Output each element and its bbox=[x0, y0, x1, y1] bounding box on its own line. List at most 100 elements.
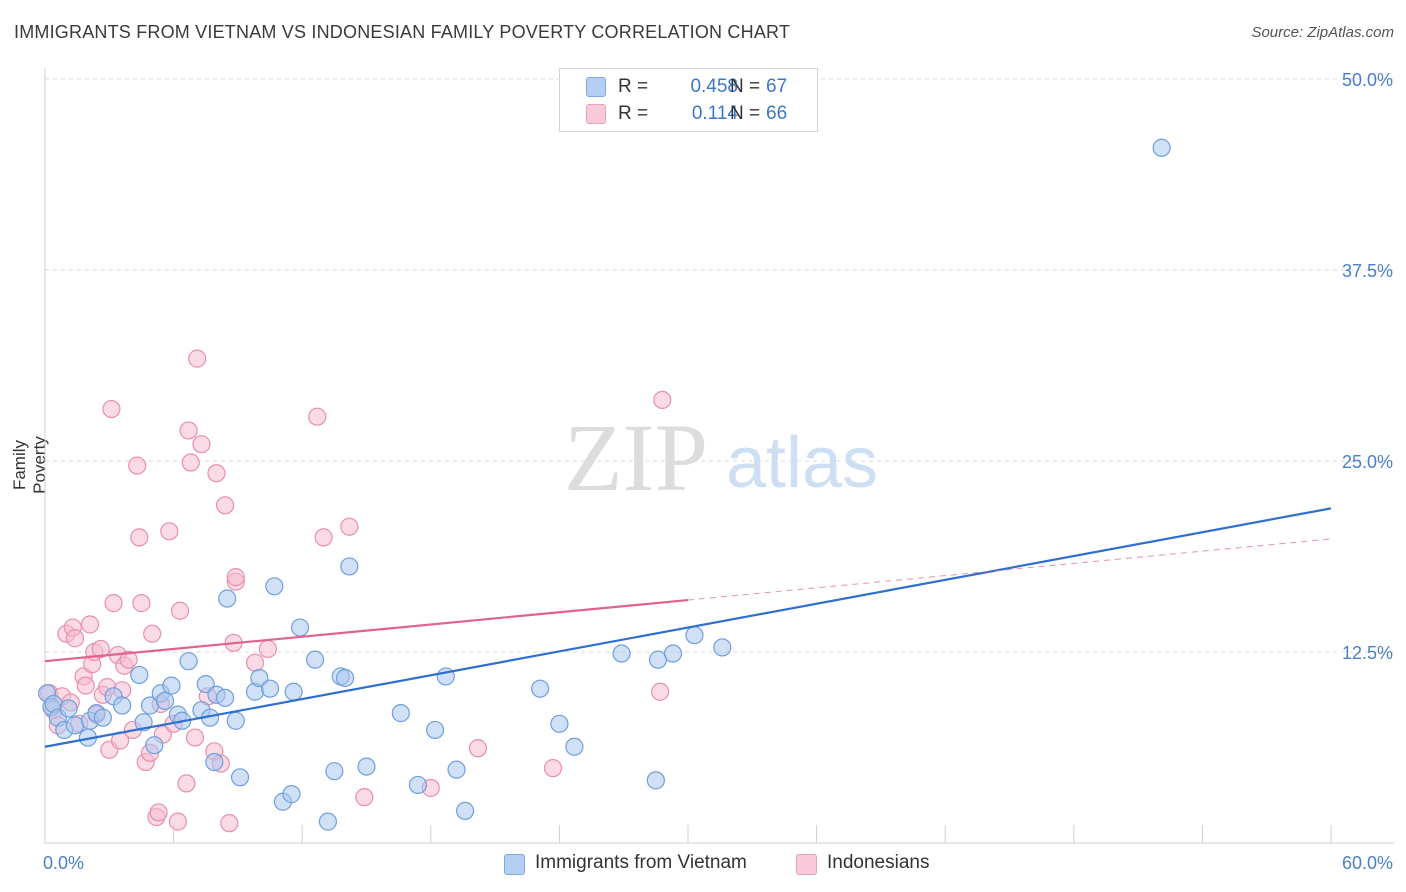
indonesians-point bbox=[185, 728, 205, 747]
vietnam-point bbox=[65, 716, 85, 735]
vietnam-point bbox=[550, 714, 569, 733]
legend-r-label: R = bbox=[618, 76, 649, 97]
vietnam-point bbox=[113, 696, 132, 715]
axis-layer bbox=[44, 68, 1394, 844]
vietnam-point bbox=[455, 801, 475, 821]
indonesians-point bbox=[170, 601, 190, 620]
vietnam-point bbox=[134, 713, 153, 732]
vietnam-point bbox=[205, 752, 224, 772]
vietnam-point bbox=[425, 720, 445, 740]
indonesians-point bbox=[192, 435, 211, 454]
indonesians-point bbox=[65, 629, 85, 648]
indonesians-point bbox=[181, 453, 200, 472]
indonesians-point bbox=[177, 774, 196, 793]
indonesians-point bbox=[76, 676, 95, 695]
indonesians-point bbox=[128, 456, 147, 475]
vietnam-point bbox=[196, 674, 215, 694]
indonesians-point bbox=[102, 399, 121, 419]
series-swatch-vietnam bbox=[504, 854, 525, 875]
vietnam-point bbox=[340, 557, 359, 576]
vietnam-point bbox=[447, 760, 466, 779]
vietnam-point bbox=[335, 668, 355, 688]
y-tick-label: 50.0% bbox=[1342, 70, 1393, 90]
vietnam-point bbox=[179, 652, 198, 671]
vietnam-point bbox=[218, 589, 237, 608]
y-tick-label: 12.5% bbox=[1342, 643, 1393, 663]
y-tick-label: 25.0% bbox=[1342, 452, 1393, 472]
indonesians-point bbox=[130, 528, 149, 547]
indonesians-point bbox=[188, 349, 207, 368]
vietnam-point bbox=[162, 676, 181, 695]
watermark: ZIP atlas bbox=[564, 404, 878, 511]
indonesians-trend-line bbox=[44, 598, 689, 663]
series-label-vietnam: Immigrants from Vietnam bbox=[535, 852, 747, 873]
vietnam-point bbox=[531, 679, 550, 698]
tick-labels: 12.5% 25.0% 37.5% 50.0% 0.0% 60.0% bbox=[43, 70, 1393, 873]
indonesians-point bbox=[314, 528, 333, 547]
vietnam-point bbox=[93, 708, 112, 727]
grid-layer bbox=[45, 78, 1394, 653]
indonesians-point bbox=[149, 803, 168, 822]
indonesians-point bbox=[651, 682, 670, 701]
indonesians-point bbox=[220, 814, 239, 833]
indonesians-point bbox=[80, 615, 100, 634]
vietnam-point bbox=[260, 679, 280, 698]
vietnam-point bbox=[565, 737, 584, 756]
indonesians-point bbox=[179, 421, 198, 440]
indonesians-point bbox=[104, 594, 123, 613]
vietnam-point bbox=[284, 682, 303, 701]
indonesians-trend-extension bbox=[687, 538, 1332, 601]
vietnam-point bbox=[282, 785, 301, 804]
vietnam-points bbox=[38, 138, 1171, 831]
vietnam-point bbox=[130, 665, 149, 685]
vietnam-point bbox=[1152, 138, 1171, 157]
vietnam-point bbox=[663, 644, 683, 663]
x-tick-label: 60.0% bbox=[1342, 853, 1393, 873]
indonesians-point bbox=[258, 639, 278, 659]
legend-swatch-vietnam bbox=[586, 77, 606, 97]
vietnam-trend-line bbox=[44, 507, 1332, 748]
vietnam-point bbox=[215, 688, 235, 707]
indonesians-point bbox=[207, 464, 226, 483]
legend-n-label: N = bbox=[730, 76, 761, 97]
vietnam-point bbox=[305, 650, 325, 669]
vietnam-point bbox=[612, 644, 631, 663]
vietnam-point bbox=[391, 704, 410, 723]
indonesians-point bbox=[226, 568, 245, 587]
trend-lines bbox=[44, 507, 1332, 748]
vietnam-point bbox=[318, 812, 338, 831]
vietnam-point bbox=[408, 775, 428, 795]
vietnam-point bbox=[250, 668, 269, 688]
vietnam-point bbox=[713, 638, 732, 657]
legend-r-value: 0.114 bbox=[691, 103, 738, 124]
vietnam-point bbox=[265, 577, 284, 596]
y-tick-label: 37.5% bbox=[1342, 261, 1393, 281]
indonesians-point bbox=[132, 594, 151, 613]
indonesians-point bbox=[653, 390, 672, 409]
indonesians-point bbox=[245, 653, 265, 672]
indonesians-point bbox=[91, 639, 110, 659]
legend-swatch-indonesians bbox=[586, 104, 606, 124]
vietnam-point bbox=[685, 626, 704, 645]
vietnam-point bbox=[226, 711, 245, 730]
indonesians-point bbox=[160, 522, 179, 541]
indonesians-point bbox=[468, 739, 488, 758]
legend-n-value: 66 bbox=[766, 103, 788, 124]
chart-title: IMMIGRANTS FROM VIETNAM VS INDONESIAN FA… bbox=[14, 22, 791, 42]
vietnam-point bbox=[230, 768, 250, 787]
x-tick-label: 0.0% bbox=[43, 853, 84, 873]
vietnam-point bbox=[290, 618, 310, 637]
vietnam-point bbox=[155, 691, 175, 710]
vietnam-point bbox=[325, 762, 344, 781]
vietnam-point bbox=[646, 771, 665, 790]
legend-r-value: 0.458 bbox=[690, 76, 738, 97]
indonesians-point bbox=[119, 650, 138, 669]
indonesians-point bbox=[543, 759, 563, 778]
vietnam-point bbox=[357, 757, 376, 776]
indonesians-point bbox=[143, 624, 162, 643]
indonesians-point bbox=[215, 496, 235, 515]
source-label: Source: ZipAtlas.com bbox=[1251, 24, 1394, 41]
legend-n-label: N = bbox=[730, 103, 761, 124]
watermark-zip: ZIP bbox=[564, 404, 708, 511]
